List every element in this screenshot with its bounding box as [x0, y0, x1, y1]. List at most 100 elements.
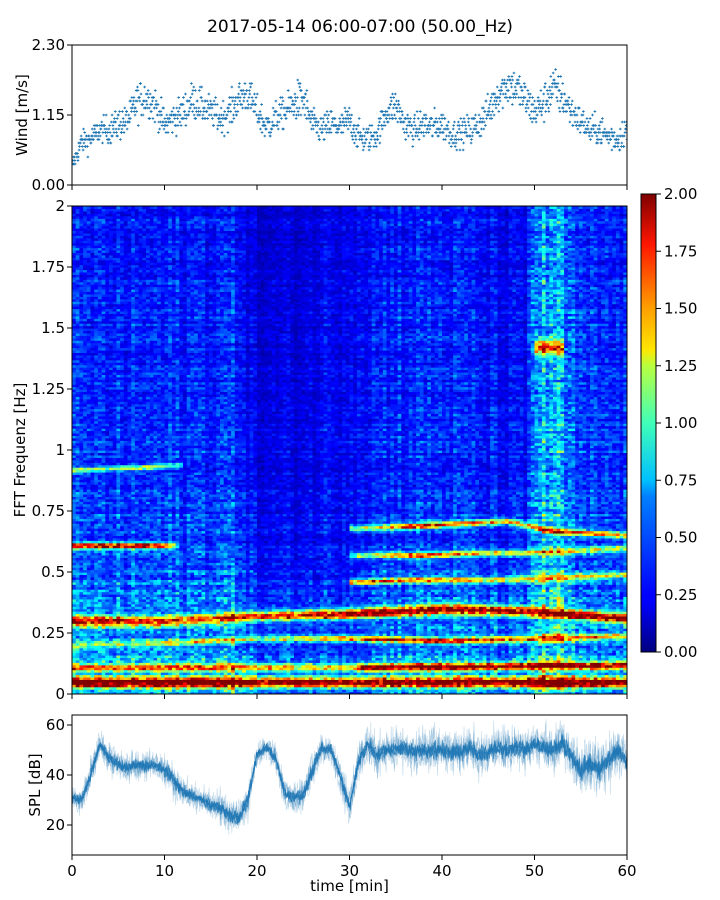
- wind-point: [511, 103, 514, 106]
- wind-point: [397, 100, 400, 103]
- wind-point: [118, 128, 121, 131]
- wind-point: [418, 128, 421, 131]
- wind-point: [446, 124, 449, 127]
- wind-point: [269, 131, 272, 134]
- wind-point: [294, 100, 297, 103]
- wind-point: [182, 96, 185, 99]
- wind-point: [232, 114, 235, 117]
- wind-point: [505, 82, 508, 85]
- wind-point: [463, 117, 466, 120]
- wind-point: [559, 110, 562, 113]
- wind-point: [490, 96, 493, 99]
- wind-point: [105, 135, 108, 138]
- wind-point: [575, 124, 578, 127]
- wind-point: [313, 107, 316, 110]
- wind-point: [409, 131, 412, 134]
- wind-point: [101, 142, 104, 145]
- wind-point: [330, 131, 333, 134]
- wind-point: [306, 89, 309, 92]
- wind-point: [499, 93, 502, 96]
- wind-point: [455, 142, 458, 145]
- wind-point: [82, 128, 85, 131]
- wind-point: [256, 93, 259, 96]
- spectrogram-heatmap: [72, 206, 628, 695]
- wind-point: [298, 107, 301, 110]
- wind-point: [113, 117, 116, 120]
- wind-point: [324, 128, 327, 131]
- wind-point: [145, 100, 148, 103]
- wind-point: [123, 107, 126, 110]
- wind-point: [250, 107, 253, 110]
- wind-point: [522, 100, 525, 103]
- wind-point: [216, 103, 219, 106]
- wind-point: [306, 107, 309, 110]
- wind-point: [132, 100, 135, 103]
- wind-point: [352, 128, 355, 131]
- wind-point: [425, 114, 428, 117]
- wind-point: [348, 107, 351, 110]
- wind-point: [572, 124, 575, 127]
- wind-point: [586, 117, 589, 120]
- wind-point: [406, 131, 409, 134]
- wind-point: [93, 128, 96, 131]
- wind-point: [396, 121, 399, 124]
- wind-point: [540, 89, 543, 92]
- wind-point: [134, 114, 137, 117]
- wind-point: [201, 100, 204, 103]
- wind-point: [486, 93, 489, 96]
- wind-point: [250, 82, 253, 85]
- wind-point: [510, 86, 513, 89]
- wind-point: [462, 149, 465, 152]
- wind-point: [529, 96, 532, 99]
- wind-point: [259, 110, 262, 113]
- wind-point: [211, 117, 214, 120]
- wind-point: [121, 110, 124, 113]
- wind-point: [549, 103, 552, 106]
- wind-point: [309, 121, 312, 124]
- wind-point: [216, 128, 219, 131]
- wind-point: [164, 117, 167, 120]
- wind-point: [511, 75, 514, 78]
- wind-point: [151, 100, 154, 103]
- wind-point: [243, 96, 246, 99]
- wind-point: [183, 110, 186, 113]
- wind-point: [531, 121, 534, 124]
- wind-point: [377, 128, 380, 131]
- wind-point: [549, 89, 552, 92]
- wind-point: [528, 114, 531, 117]
- wind-point: [342, 131, 345, 134]
- wind-point: [278, 121, 281, 124]
- wind-point: [117, 114, 120, 117]
- wind-point: [79, 142, 82, 145]
- wind-point: [167, 131, 170, 134]
- wind-point: [82, 149, 85, 152]
- wind-point: [426, 128, 429, 131]
- wind-point: [417, 117, 420, 120]
- wind-point: [598, 124, 601, 127]
- wind-point: [219, 121, 222, 124]
- wind-point: [496, 86, 499, 89]
- wind-point: [289, 107, 292, 110]
- wind-point: [146, 103, 149, 106]
- wind-point: [336, 131, 339, 134]
- wind-point: [260, 103, 263, 106]
- wind-point: [293, 110, 296, 113]
- wind-point: [431, 135, 434, 138]
- wind-point: [485, 117, 488, 120]
- wind-point: [178, 107, 181, 110]
- wind-point: [160, 96, 163, 99]
- wind-point: [210, 114, 213, 117]
- wind-point: [584, 121, 587, 124]
- wind-point: [78, 149, 81, 152]
- wind-point: [606, 138, 609, 141]
- wind-point: [179, 121, 182, 124]
- wind-point: [403, 131, 406, 134]
- wind-scatter-points: [71, 68, 629, 165]
- wind-point: [537, 96, 540, 99]
- wind-point: [552, 72, 555, 75]
- wind-point: [548, 110, 551, 113]
- wind-point: [156, 114, 159, 117]
- wind-point: [281, 103, 284, 106]
- wind-point: [143, 86, 146, 89]
- wind-point: [447, 121, 450, 124]
